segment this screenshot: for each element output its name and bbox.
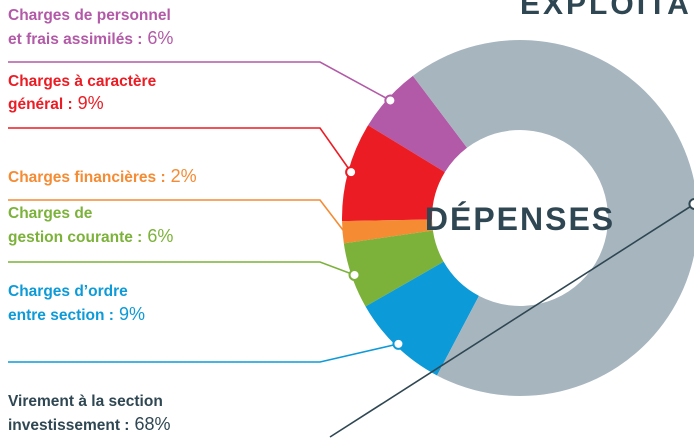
category-label: Virement à la section	[8, 393, 163, 410]
category-label: Charges financières : 2%	[8, 166, 197, 186]
chart-title: EXPLOITATION	[520, 0, 694, 21]
category-label: Charges de	[8, 205, 93, 222]
category-line: investissement :	[8, 417, 129, 434]
category-label: gestion courante : 6%	[8, 226, 173, 246]
category-label: général : 9%	[8, 93, 104, 113]
donut-segment	[342, 219, 433, 244]
donut-segment	[342, 125, 445, 222]
leader-dot	[392, 337, 405, 350]
donut-segment	[365, 261, 479, 376]
category-label: Charges d’ordre	[8, 283, 128, 300]
leader-line	[329, 203, 694, 438]
category-line: Charges financières :	[8, 169, 166, 186]
leader-line	[8, 343, 399, 363]
value-label: 6%	[147, 226, 173, 246]
category-label: Charges à caractère	[8, 73, 157, 90]
category-label: investissement : 68%	[8, 414, 171, 434]
category-line: Charges d’ordre	[8, 283, 128, 300]
value-label: 9%	[119, 304, 145, 324]
category-line: Virement à la section	[8, 393, 163, 410]
value-label: 68%	[134, 414, 170, 434]
value-label: 6%	[147, 28, 173, 48]
leader-dot	[688, 197, 694, 210]
category-line: Charges de personnel	[8, 7, 171, 24]
leader-line	[8, 127, 352, 173]
category-line: entre section :	[8, 307, 114, 324]
value-label: 9%	[78, 93, 104, 113]
category-line: Charges à caractère	[8, 73, 157, 90]
donut-segment	[343, 230, 444, 307]
leader-dot	[384, 94, 397, 107]
category-line: et frais assimilés :	[8, 31, 142, 48]
donut-segment	[412, 40, 694, 396]
leader-line	[8, 199, 346, 233]
category-line: gestion courante :	[8, 229, 142, 246]
category-label: entre section : 9%	[8, 304, 145, 324]
category-line: général :	[8, 96, 73, 113]
center-label: DÉPENSES	[425, 201, 615, 237]
leader-dot	[348, 268, 361, 281]
leader-line	[8, 261, 355, 276]
leader-line	[8, 61, 391, 102]
value-label: 2%	[171, 166, 197, 186]
category-label: et frais assimilés : 6%	[8, 28, 173, 48]
category-line: Charges de	[8, 205, 93, 222]
category-label: Charges de personnel	[8, 7, 171, 24]
leader-dot	[345, 166, 358, 179]
